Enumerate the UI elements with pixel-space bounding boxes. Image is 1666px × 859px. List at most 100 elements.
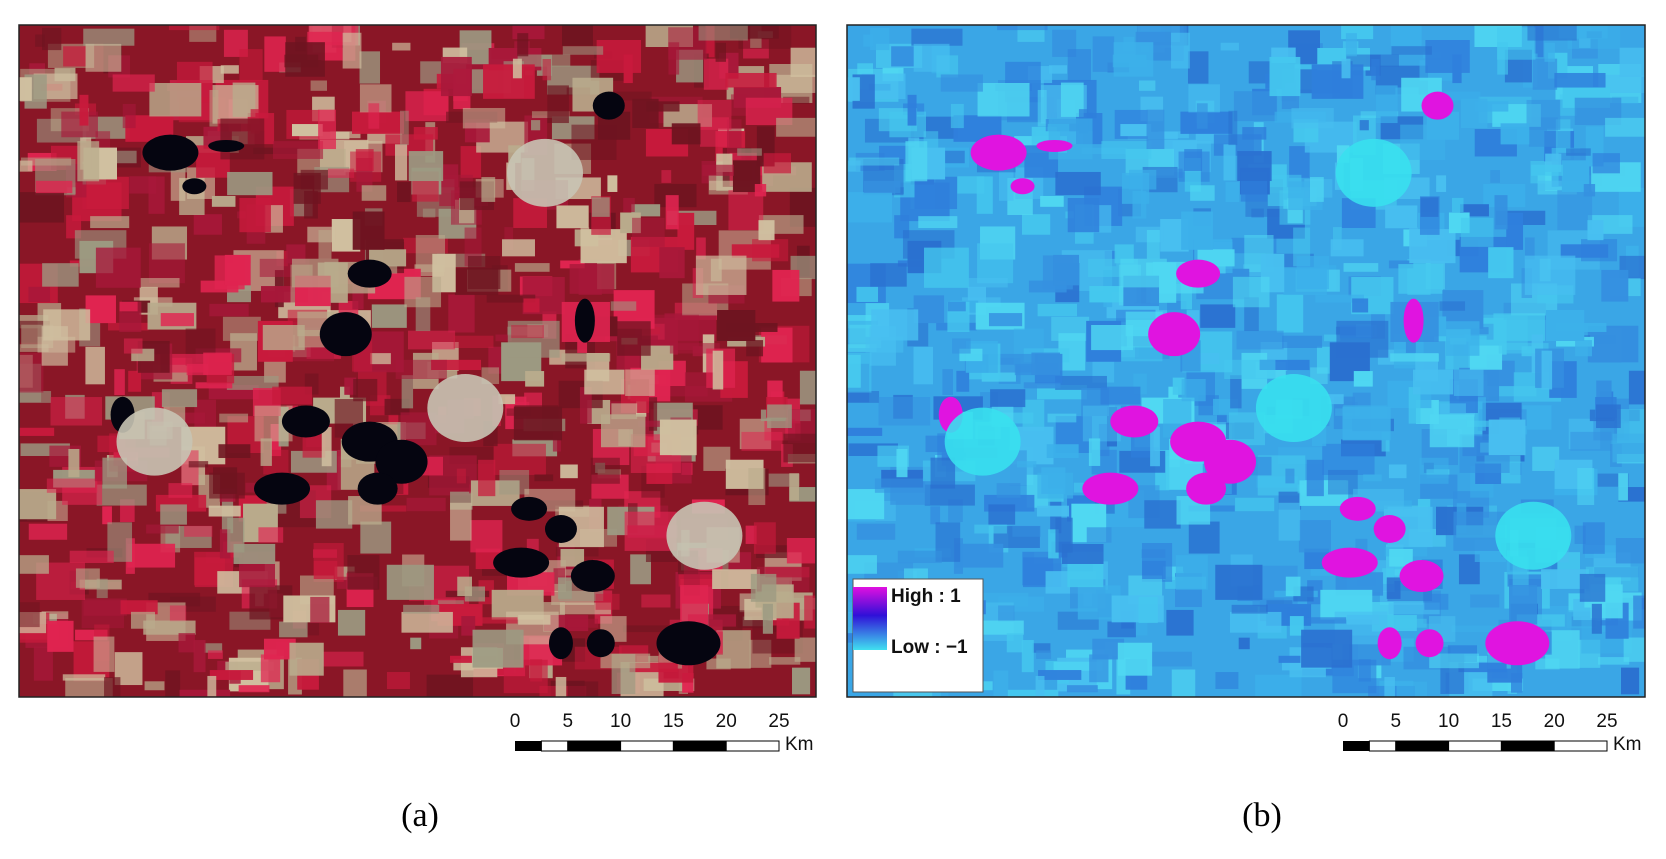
land-patch [263,638,296,660]
land-patch [204,643,223,653]
land-patch [86,176,129,210]
land-patch [530,659,543,682]
land-patch [502,239,535,257]
land-patch [165,670,181,697]
land-patch [1615,538,1645,564]
scale-segment [1368,740,1397,752]
land-patch [353,378,378,402]
land-patch [179,689,231,697]
land-patch [767,404,792,429]
land-patch [1055,375,1107,390]
land-patch [272,386,313,405]
land-patch [1296,256,1329,290]
land-patch [998,605,1015,622]
land-patch [160,313,194,327]
scale-tick-label: 5 [563,711,574,732]
mine-area [427,374,504,443]
land-patch [1046,444,1079,459]
land-patch [976,176,993,214]
land-patch [355,149,374,171]
land-patch [571,124,617,160]
land-patch [517,33,529,57]
land-patch [600,653,651,669]
land-patch [1322,443,1375,475]
land-patch [1309,177,1324,202]
land-patch [450,502,472,541]
land-patch [847,489,885,520]
water-body [254,472,311,505]
land-patch [763,153,791,174]
land-patch [1289,616,1304,636]
land-patch [1398,264,1443,294]
land-patch [1038,670,1082,680]
land-patch [114,369,125,396]
land-patch [401,375,414,409]
land-patch [1156,168,1183,178]
land-patch [1092,638,1125,660]
land-patch [258,527,284,543]
land-patch [1150,651,1192,667]
mine-area [1255,374,1332,443]
land-patch [140,278,180,288]
land-patch [914,176,958,210]
land-patch [1035,675,1045,697]
land-patch [1047,413,1077,423]
land-patch [1289,146,1310,178]
land-patch [542,59,552,81]
scale-segment [1448,740,1502,752]
water-body [1399,560,1444,593]
land-patch [291,124,323,137]
land-patch [698,25,748,41]
land-patch [1048,118,1093,160]
land-patch [924,247,969,288]
land-patch [940,74,983,92]
land-patch [577,332,588,353]
land-patch [665,195,679,230]
water-body [1415,629,1444,658]
land-patch [1036,505,1069,517]
land-patch [19,427,55,436]
land-patch [1500,123,1530,145]
land-patch [504,227,514,251]
land-patch [1089,654,1109,683]
land-patch [1524,255,1576,295]
land-patch [1554,72,1606,88]
land-patch [1330,239,1364,257]
land-patch [1346,614,1380,625]
land-patch [1628,370,1645,405]
water-body [375,439,428,484]
scale-segment [620,740,674,752]
land-patch [993,670,1009,697]
land-patch [93,636,115,672]
land-patch [712,569,761,589]
land-patch [102,506,112,525]
land-patch [1217,413,1227,427]
land-patch [1017,25,1045,42]
scale-tick-label: 20 [716,711,737,732]
land-patch [481,177,496,202]
land-patch [625,369,655,396]
land-patch [344,377,357,395]
land-patch [1429,653,1479,669]
land-patch [193,214,222,235]
land-patch [119,301,138,312]
land-patch [408,151,444,182]
land-patch [426,674,474,697]
land-patch [1511,673,1523,693]
land-patch [750,573,777,602]
land-patch [856,523,896,540]
land-patch [596,39,642,73]
land-patch [950,103,964,129]
land-patch [63,46,86,67]
land-patch [35,180,73,194]
land-patch [1114,244,1134,264]
land-patch [990,389,1026,408]
land-patch [1596,404,1621,429]
land-patch [403,604,440,614]
scale-tick-label: 25 [768,711,789,732]
land-patch [1458,662,1507,673]
land-patch [558,569,584,576]
land-patch [511,325,544,339]
land-patch [1381,431,1390,452]
